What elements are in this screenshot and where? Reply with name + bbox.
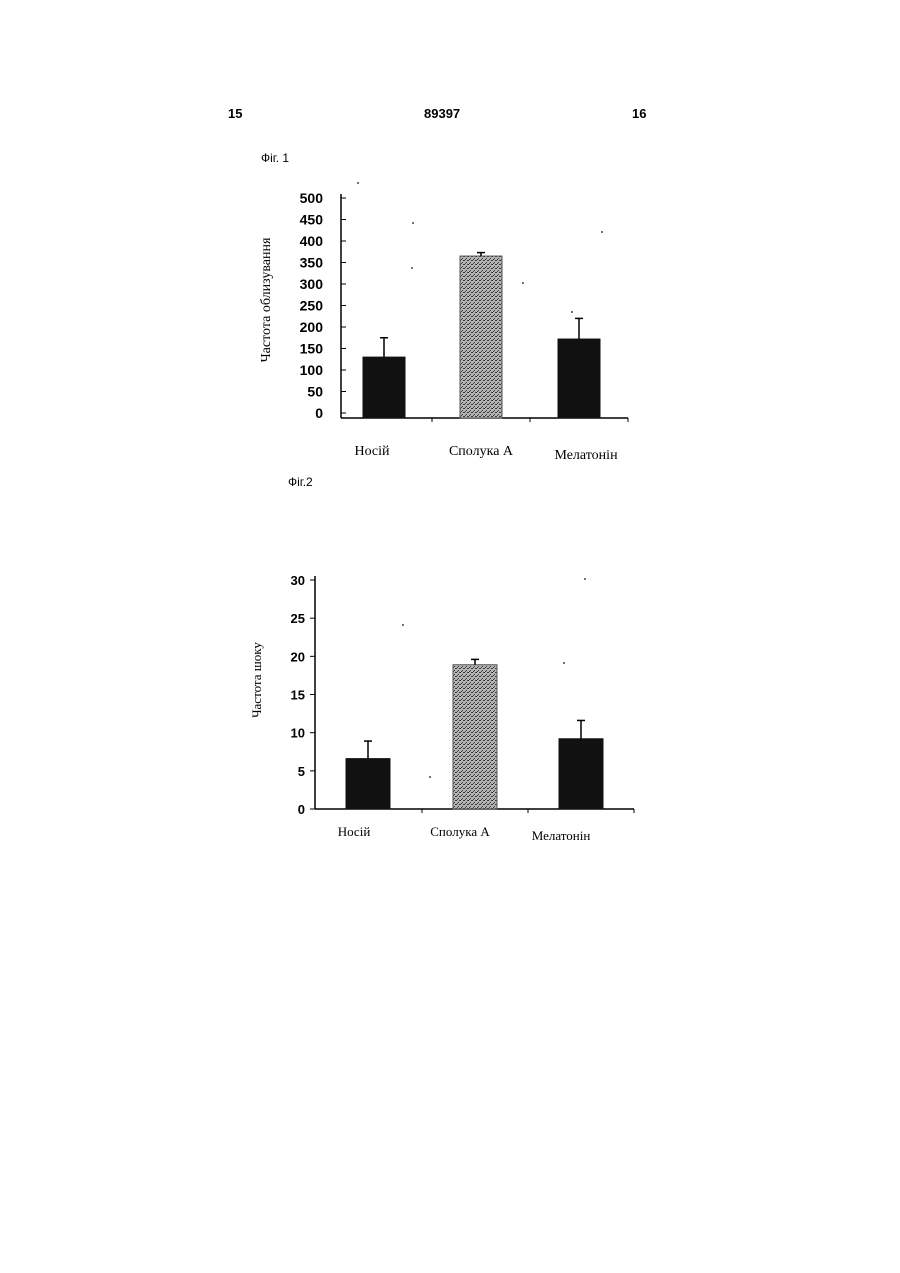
scan-speck xyxy=(357,182,359,184)
chart2-bar-1 xyxy=(346,759,390,809)
chart1-bar-3 xyxy=(558,339,600,418)
chart1-y-tick-label: 250 xyxy=(300,298,324,314)
chart2-bar-3 xyxy=(559,739,603,809)
chart1-y-tick-label: 100 xyxy=(300,362,324,378)
chart2-y-tick-label: 10 xyxy=(291,726,305,741)
chart2-category-label-1: Носій xyxy=(338,824,371,839)
chart1-y-tick-label: 450 xyxy=(300,212,324,228)
chart1-y-tick-label: 400 xyxy=(300,233,324,249)
chart1-y-tick-label: 0 xyxy=(315,405,323,421)
chart1-y-tick-label: 200 xyxy=(300,319,324,335)
scan-speck xyxy=(429,776,431,778)
chart2-category-label-2: Сполука А xyxy=(430,824,490,839)
chart1-y-tick-label: 350 xyxy=(300,255,324,271)
chart1-bar-1 xyxy=(363,357,405,418)
scan-speck xyxy=(402,624,404,626)
chart1-y-tick-label: 500 xyxy=(300,190,324,206)
chart1-bar-2 xyxy=(460,256,502,418)
chart2-y-tick-label: 25 xyxy=(291,611,305,626)
scan-speck xyxy=(601,231,603,233)
chart2-y-tick-label: 15 xyxy=(291,688,305,703)
chart2-y-tick-label: 20 xyxy=(291,649,305,664)
scan-speck xyxy=(584,578,586,580)
scan-speck xyxy=(412,222,414,224)
chart1-y-tick-label: 300 xyxy=(300,276,324,292)
scan-speck xyxy=(571,311,573,313)
chart1-y-axis-label: Частота облизування xyxy=(259,237,274,362)
chart2-category-label-3: Мелатонін xyxy=(532,828,591,843)
chart1-y-tick-label: 50 xyxy=(307,384,323,400)
chart2-y-tick-label: 5 xyxy=(298,764,305,779)
chart1-category-label-1: Носій xyxy=(354,444,390,459)
chart1-y-tick-label: 150 xyxy=(300,341,324,357)
chart1-category-label-3: Мелатонін xyxy=(554,448,618,463)
scan-speck xyxy=(411,267,413,269)
chart2-y-tick-label: 0 xyxy=(298,802,305,817)
chart2-y-axis-label: Частота шоку xyxy=(249,642,264,718)
chart1-category-label-2: Сполука А xyxy=(449,444,514,459)
scan-speck xyxy=(563,662,565,664)
chart2-bar-2 xyxy=(453,665,497,809)
chart2-y-tick-label: 30 xyxy=(291,573,305,588)
scan-speck xyxy=(522,282,524,284)
